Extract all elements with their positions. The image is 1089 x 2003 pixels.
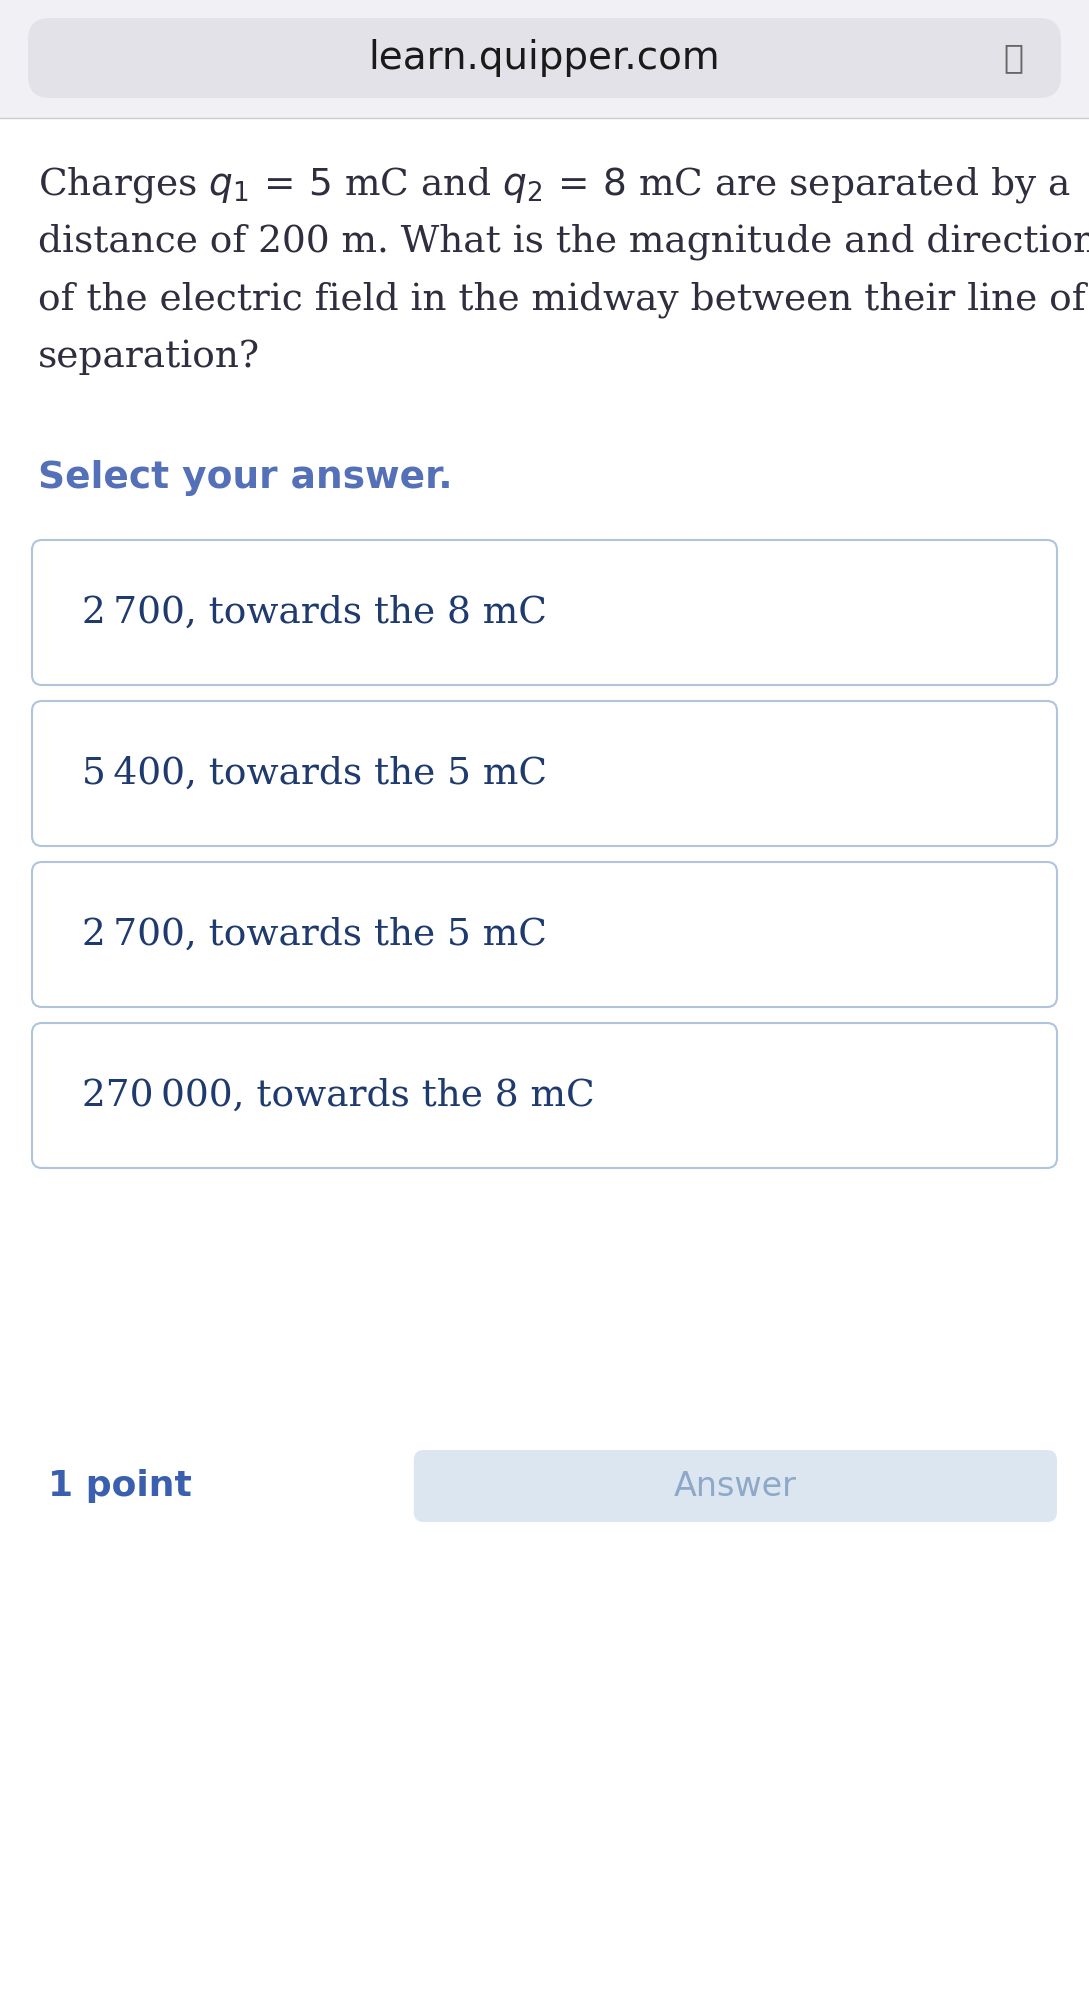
FancyBboxPatch shape <box>28 18 1061 98</box>
Text: learn.quipper.com: learn.quipper.com <box>369 38 720 76</box>
Text: ⎙: ⎙ <box>1003 42 1023 74</box>
Text: 1 point: 1 point <box>48 1468 192 1502</box>
Text: Charges $q_1\,=\,5$ mC and $q_2\,=\,8$ mC are separated by a: Charges $q_1\,=\,5$ mC and $q_2\,=\,8$ m… <box>38 164 1070 204</box>
Text: separation?: separation? <box>38 339 260 375</box>
Text: 270 000, towards the 8 mC: 270 000, towards the 8 mC <box>82 1078 595 1114</box>
Text: of the electric field in the midway between their line of: of the electric field in the midway betw… <box>38 280 1086 318</box>
Text: 2 700, towards the 5 mC: 2 700, towards the 5 mC <box>82 917 547 953</box>
FancyBboxPatch shape <box>414 1450 1057 1522</box>
Text: 2 700, towards the 8 mC: 2 700, towards the 8 mC <box>82 595 547 631</box>
FancyBboxPatch shape <box>32 701 1057 845</box>
FancyBboxPatch shape <box>32 1024 1057 1168</box>
FancyBboxPatch shape <box>32 541 1057 685</box>
Text: distance of 200 m. What is the magnitude and direction: distance of 200 m. What is the magnitude… <box>38 222 1089 260</box>
Text: Answer: Answer <box>674 1470 797 1502</box>
Text: Select your answer.: Select your answer. <box>38 461 453 497</box>
FancyBboxPatch shape <box>32 861 1057 1008</box>
Text: 5 400, towards the 5 mC: 5 400, towards the 5 mC <box>82 755 547 791</box>
